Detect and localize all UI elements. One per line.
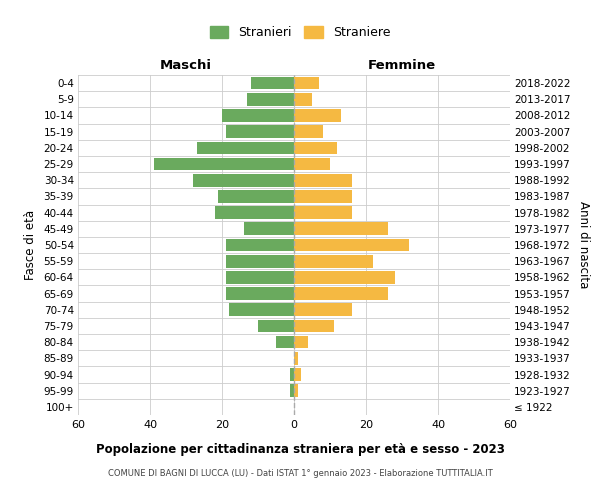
Bar xyxy=(226,238,294,252)
Bar xyxy=(294,304,352,316)
Bar xyxy=(294,190,352,202)
Bar xyxy=(294,142,337,154)
Bar xyxy=(154,158,294,170)
Text: Maschi: Maschi xyxy=(160,59,212,72)
Bar xyxy=(294,93,312,106)
Bar xyxy=(229,304,294,316)
Bar xyxy=(226,255,294,268)
Bar xyxy=(222,109,294,122)
Bar xyxy=(290,368,294,381)
Bar xyxy=(294,158,330,170)
Bar xyxy=(226,271,294,283)
Text: Femmine: Femmine xyxy=(368,59,436,72)
Bar xyxy=(294,288,388,300)
Bar xyxy=(251,77,294,90)
Bar xyxy=(290,384,294,397)
Y-axis label: Anni di nascita: Anni di nascita xyxy=(577,202,590,288)
Bar xyxy=(226,126,294,138)
Bar xyxy=(294,109,341,122)
Bar xyxy=(294,368,301,381)
Bar xyxy=(294,320,334,332)
Bar xyxy=(294,206,352,219)
Bar xyxy=(193,174,294,186)
Bar xyxy=(294,222,388,235)
Text: Popolazione per cittadinanza straniera per età e sesso - 2023: Popolazione per cittadinanza straniera p… xyxy=(95,442,505,456)
Bar xyxy=(218,190,294,202)
Bar xyxy=(247,93,294,106)
Bar xyxy=(258,320,294,332)
Bar xyxy=(294,238,409,252)
Text: COMUNE DI BAGNI DI LUCCA (LU) - Dati ISTAT 1° gennaio 2023 - Elaborazione TUTTIT: COMUNE DI BAGNI DI LUCCA (LU) - Dati IST… xyxy=(107,469,493,478)
Bar xyxy=(294,352,298,364)
Y-axis label: Fasce di età: Fasce di età xyxy=(23,210,37,280)
Bar xyxy=(294,77,319,90)
Bar xyxy=(226,288,294,300)
Bar xyxy=(294,255,373,268)
Bar xyxy=(244,222,294,235)
Bar xyxy=(294,174,352,186)
Bar xyxy=(294,126,323,138)
Bar xyxy=(215,206,294,219)
Bar xyxy=(276,336,294,348)
Legend: Stranieri, Straniere: Stranieri, Straniere xyxy=(205,21,395,44)
Bar xyxy=(294,336,308,348)
Bar xyxy=(294,384,298,397)
Bar xyxy=(294,271,395,283)
Bar xyxy=(197,142,294,154)
